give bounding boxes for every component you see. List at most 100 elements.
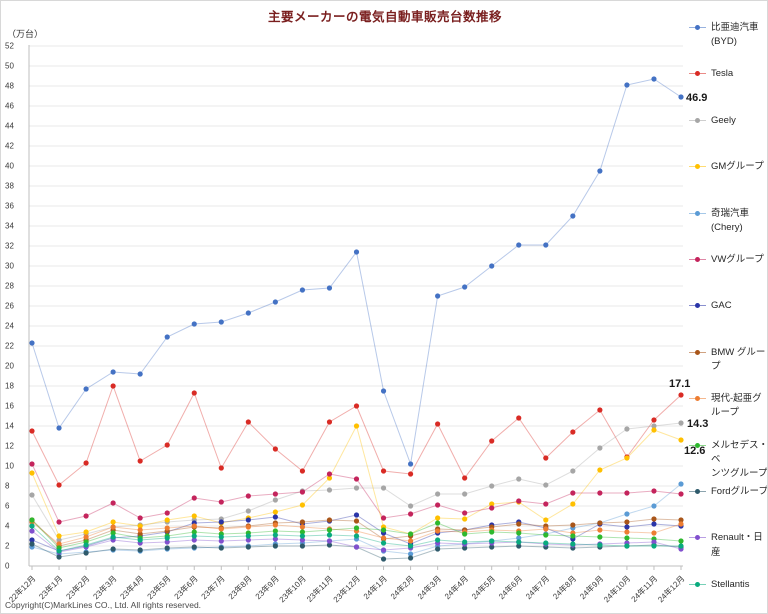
data-point-現代-起亜グループ [435, 528, 441, 534]
data-point-Stellantis [543, 540, 549, 546]
data-point-VWグループ [272, 491, 278, 497]
data-point-メルセデス・ベンツグループ [326, 527, 333, 533]
data-point-現代-起亜グループ [597, 527, 603, 533]
x-tick-label: 23年11月 [304, 573, 335, 604]
x-tick-label: 23年10月 [277, 573, 308, 604]
data-point-比亜迪汽車(BYD) [191, 321, 197, 327]
x-tick-label: 24年5月 [469, 573, 497, 601]
data-point-メルセデス・ベンツグループ [272, 528, 278, 534]
data-point-VWグループ [380, 515, 387, 521]
y-tick-label: 28 [5, 282, 14, 291]
data-point-Tesla [83, 460, 89, 466]
data-point-Tesla [272, 446, 278, 452]
data-point-比亜迪汽車(BYD) [164, 334, 170, 340]
data-point-現代-起亜グループ [651, 530, 657, 536]
x-tick-label: 24年10月 [601, 573, 632, 604]
data-point-Stellantis [516, 539, 522, 545]
data-point-Renault・日産 [272, 536, 278, 542]
chart-legend: 比亜迪汽車 (BYD) Tesla Geely GMグループ 奇瑞汽車 (Chery) VWグ… [689, 1, 767, 613]
data-point-比亜迪汽車(BYD) [137, 371, 143, 377]
data-point-GMグループ [110, 519, 116, 525]
y-tick-label: 26 [5, 302, 14, 311]
data-point-比亜迪汽車(BYD) [516, 242, 522, 248]
y-tick-label: 36 [5, 202, 14, 211]
data-point-Tesla [137, 458, 143, 464]
data-point-現代-起亜グループ [624, 529, 630, 535]
data-point-GAC [624, 524, 630, 530]
y-tick-label: 12 [5, 442, 14, 451]
x-tick-label: 24年9月 [577, 573, 605, 601]
legend-item: 現代-起亜グ ループ [689, 392, 767, 421]
data-point-Tesla [191, 390, 197, 396]
data-point-Fordグループ [29, 541, 35, 547]
y-tick-label: 10 [5, 462, 14, 471]
data-point-現代-起亜グループ [110, 524, 116, 530]
end-label-比亜迪汽車(BYD): 46.9 [686, 92, 707, 104]
data-point-GMグループ [56, 533, 62, 539]
legend-item: Fordグループ [689, 485, 767, 499]
data-point-GMグループ [299, 502, 306, 508]
data-point-GMグループ [326, 475, 333, 481]
data-point-GAC [651, 521, 657, 527]
x-tick-label: 24年2月 [388, 573, 416, 601]
data-point-BMW グループ [516, 521, 522, 527]
y-tick-label: 2 [5, 542, 10, 551]
data-point-Tesla [597, 407, 603, 413]
data-point-メルセデス・ベンツグループ [407, 531, 414, 537]
copyright-text: Copyright(C)MarkLines CO., Ltd. All righ… [5, 600, 202, 610]
data-point-Geely [326, 487, 333, 493]
end-label-Tesla: 17.1 [669, 378, 690, 390]
data-point-Stellantis [164, 535, 170, 541]
data-point-Tesla [218, 465, 224, 471]
data-point-GMグループ [272, 509, 278, 515]
y-tick-label: 16 [5, 402, 14, 411]
data-point-GMグループ [624, 455, 630, 461]
data-point-比亜迪汽車(BYD) [380, 388, 387, 394]
data-point-VWグループ [597, 490, 603, 496]
data-point-VWグループ [164, 510, 170, 516]
x-tick-label: 23年4月 [118, 573, 146, 601]
data-point-Geely [56, 537, 62, 543]
data-point-GMグループ [570, 501, 576, 507]
legend-series-marker-icon [689, 440, 706, 452]
y-tick-label: 0 [5, 562, 10, 571]
data-point-比亜迪汽車(BYD) [218, 319, 224, 325]
x-tick-label: 23年9月 [253, 573, 281, 601]
x-tick-label: 23年7月 [199, 573, 227, 601]
x-tick-label: 23年3月 [91, 573, 119, 601]
data-point-VWグループ [29, 461, 35, 467]
data-point-現代-起亜グループ [137, 527, 143, 533]
data-point-VWグループ [110, 500, 116, 506]
data-point-Tesla [435, 421, 441, 427]
data-point-現代-起亜グループ [83, 534, 89, 540]
data-point-Stellantis [137, 537, 143, 543]
legend-series-marker-icon [689, 254, 706, 266]
data-point-Stellantis [597, 542, 603, 548]
legend-series-marker-icon [689, 347, 706, 359]
data-point-比亜迪汽車(BYD) [435, 293, 441, 299]
data-point-BMW グループ [624, 519, 630, 525]
legend-item: Geely [689, 114, 767, 128]
data-point-比亜迪汽車(BYD) [83, 386, 89, 392]
x-tick-label: 23年8月 [226, 573, 254, 601]
data-point-VWグループ [516, 498, 522, 504]
legend-series-marker-icon [689, 68, 706, 80]
data-point-BMW グループ [137, 531, 143, 537]
data-point-GMグループ [435, 515, 441, 521]
legend-item: メルセデス・ベ ンツグループ [689, 439, 767, 482]
data-point-Stellantis [462, 539, 468, 545]
data-point-GMグループ [353, 423, 360, 429]
y-tick-label: 32 [5, 242, 14, 251]
data-point-Stellantis [218, 534, 224, 540]
y-tick-label: 18 [5, 382, 14, 391]
data-point-Tesla [489, 438, 495, 444]
data-point-GMグループ [597, 467, 603, 473]
data-point-GAC [29, 537, 35, 543]
data-point-Renault・日産 [651, 539, 657, 545]
data-point-BMW グループ [597, 520, 603, 526]
data-point-メルセデス・ベンツグループ [570, 533, 576, 539]
data-point-Stellantis [326, 532, 333, 538]
data-point-Tesla [651, 417, 657, 423]
data-point-Stellantis [678, 543, 684, 549]
data-point-GMグループ [462, 516, 468, 522]
